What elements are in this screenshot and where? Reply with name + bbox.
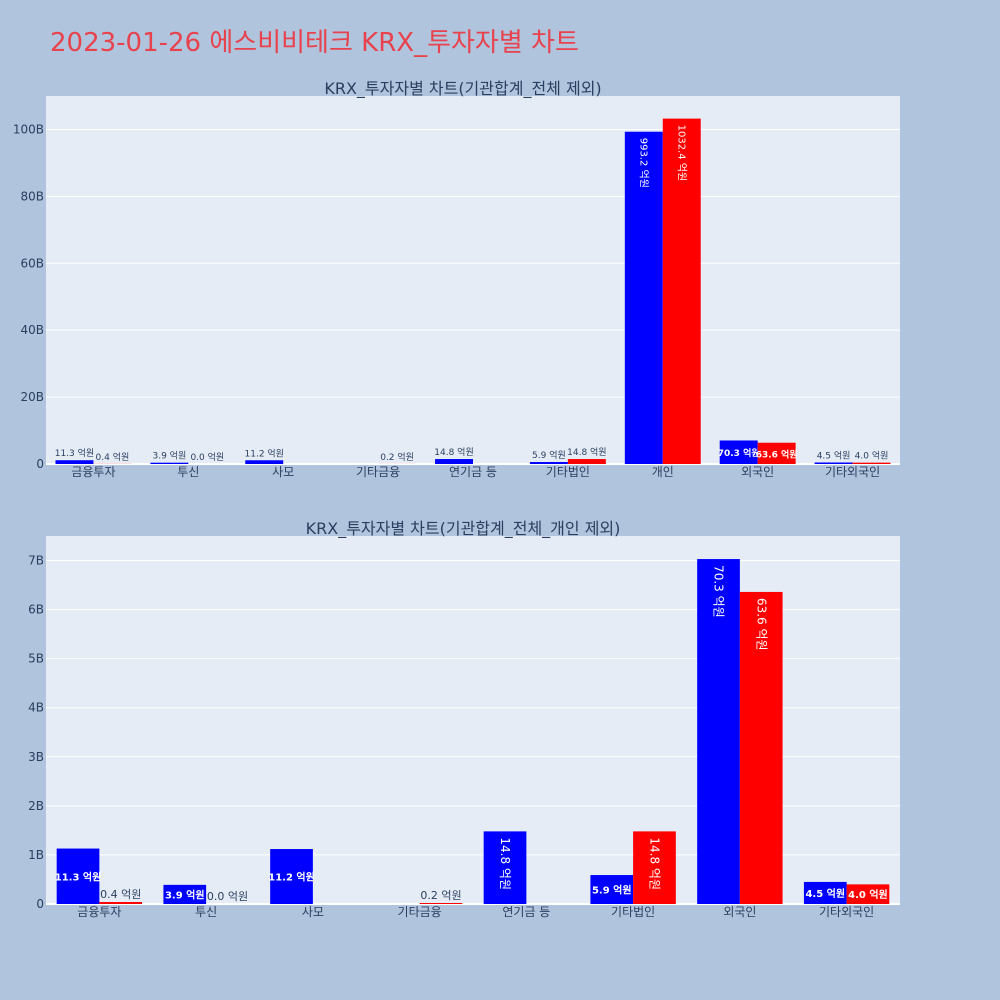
bar-label: 11.2 억원 (268, 871, 315, 884)
bar (852, 462, 891, 464)
bar-label: 3.9 억원 (165, 888, 205, 901)
bar-label: 14.8 억원 (434, 446, 473, 458)
x-tick-label: 금융투자 (77, 905, 121, 919)
bar (697, 559, 740, 904)
bar-label: 4.5 억원 (817, 449, 851, 461)
chart-title: KRX_투자자별 차트(기관합계_전체 제외) (324, 79, 601, 99)
chart-title: KRX_투자자별 차트(기관합계_전체_개인 제외) (306, 519, 621, 539)
bar (590, 875, 634, 904)
bar (529, 462, 568, 464)
bar (567, 459, 606, 464)
bar-label: 1032.4 억원 (676, 125, 688, 182)
x-tick-label: 사모 (302, 905, 324, 919)
bar-label: 3.9 억원 (152, 450, 186, 462)
bar-label: 63.6 억원 (756, 448, 798, 460)
x-tick-label: 사모 (272, 465, 294, 479)
y-tick-label: 0 (36, 897, 44, 911)
bar-label: 14.8 억원 (567, 446, 606, 458)
bar-label: 5.9 억원 (532, 449, 566, 461)
bar (245, 460, 284, 464)
bar-label: 14.8 억원 (498, 837, 512, 890)
bar-label: 4.5 억원 (805, 887, 845, 900)
y-tick-label: 80B (20, 189, 44, 203)
bar (163, 884, 207, 904)
bar (739, 591, 783, 904)
x-tick-label: 금융투자 (71, 465, 115, 479)
bar-label: 14.8 억원 (648, 837, 662, 890)
bar-label: 0.4 억원 (100, 888, 141, 901)
x-tick-label: 투신 (195, 905, 217, 919)
bar (419, 903, 463, 904)
y-tick-label: 2B (28, 799, 44, 813)
y-tick-label: 20B (20, 390, 44, 404)
x-tick-label: 기타금융 (398, 905, 442, 919)
bar-label: 4.0 억원 (855, 450, 889, 462)
bar (624, 131, 663, 464)
y-tick-label: 7B (28, 554, 44, 568)
x-tick-label: 외국인 (741, 465, 774, 479)
chart-top: KRX_투자자별 차트(기관합계_전체 제외) 0 20B 40B 60B 80B 100B… (13, 79, 900, 479)
bar (814, 462, 853, 464)
bar-label: 0.4 억원 (96, 451, 130, 463)
bar (270, 849, 313, 904)
bar-label: 11.2 억원 (245, 447, 284, 459)
x-tick-label: 기타외국인 (825, 465, 880, 479)
x-tick-label: 연기금 등 (449, 465, 497, 479)
bar-label: 993.2 억원 (638, 138, 650, 188)
bar-label: 11.3 억원 (55, 870, 102, 883)
x-tick-label: 기타금융 (356, 465, 400, 479)
bar-label: 0.0 억원 (190, 451, 224, 463)
y-tick-label: 4B (28, 701, 44, 715)
bar (719, 440, 758, 464)
bar (483, 831, 527, 904)
y-tick-label: 60B (20, 256, 44, 270)
bar-label: 11.3 억원 (55, 447, 94, 459)
x-tick-label: 기타법인 (611, 905, 655, 919)
bar (150, 462, 189, 464)
bar-label: 0.2 억원 (380, 451, 414, 463)
bar-label: 70.3 억원 (718, 447, 760, 459)
bar-label: 0.2 억원 (420, 889, 461, 902)
bar (56, 848, 100, 904)
bar (757, 442, 796, 464)
x-tick-label: 기타외국인 (819, 905, 874, 919)
bar (99, 902, 143, 904)
y-tick-label: 0 (36, 457, 44, 471)
bar (803, 881, 847, 904)
bar-label: 5.9 억원 (592, 884, 632, 897)
x-tick-label: 투신 (177, 465, 199, 479)
x-tick-label: 개인 (652, 465, 674, 479)
chart-bottom: KRX_투자자별 차트(기관합계_전체_개인 제외) 0 1B 2B 3B 4B 5B 6B 7… (28, 519, 900, 919)
page-title: 2023-01-26 에스비비테크 KRX_투자자별 차트 (50, 28, 579, 58)
bar-label: 0.0 억원 (207, 890, 248, 903)
plot-area (46, 96, 900, 464)
y-tick-label: 40B (20, 323, 44, 337)
y-tick-label: 3B (28, 750, 44, 764)
y-tick-label: 100B (13, 122, 44, 136)
bar-label: 63.6 억원 (754, 598, 768, 651)
bar (846, 884, 890, 904)
bar-label: 4.0 억원 (848, 888, 888, 901)
bar-label: 70.3 억원 (712, 565, 726, 618)
bar (435, 459, 473, 464)
x-tick-label: 연기금 등 (502, 905, 550, 919)
bar (633, 831, 676, 904)
y-tick-label: 6B (28, 603, 44, 617)
y-tick-label: 5B (28, 652, 44, 666)
bar (55, 460, 94, 464)
x-tick-label: 외국인 (723, 905, 756, 919)
bar (662, 118, 701, 465)
y-tick-label: 1B (28, 848, 44, 862)
x-tick-label: 기타법인 (546, 465, 590, 479)
